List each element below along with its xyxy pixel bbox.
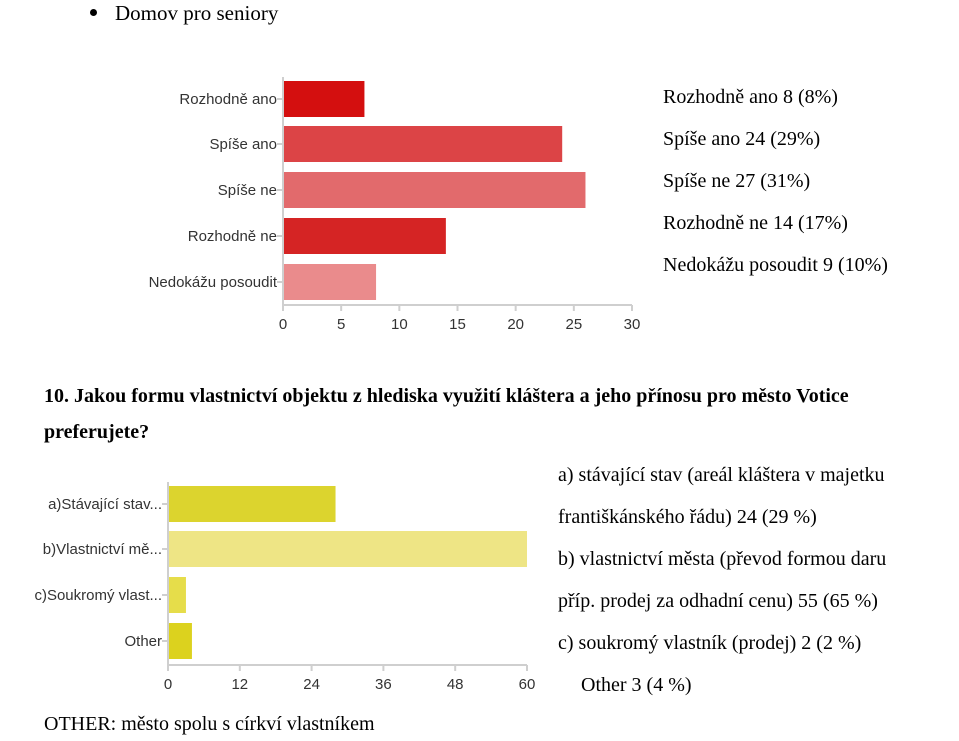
chart2-legend-line: Other 3 (4 %) xyxy=(581,674,692,696)
chart1-category-label: Spíše ano xyxy=(209,136,277,153)
chart1-category-label: Nedokážu posoudit xyxy=(149,274,278,291)
chart1-tick-label: 20 xyxy=(507,316,524,333)
bullet-text: Domov pro seniory xyxy=(115,1,279,25)
chart1-bar xyxy=(284,218,446,254)
chart1-legend-item: Nedokážu posoudit 9 (10%) xyxy=(663,254,888,276)
chart1-tick-label: 0 xyxy=(279,316,287,333)
chart2-category-label: Other xyxy=(124,633,162,650)
other-note: OTHER: město spolu s církví vlastníkem xyxy=(44,713,375,735)
chart2-legend-line: b) vlastnictví města (převod formou daru xyxy=(558,548,887,570)
chart1-category-label: Spíše ne xyxy=(218,182,277,199)
chart2-category-label: b)Vlastnictví mě... xyxy=(43,541,162,558)
chart2-legend-line: františkánského řádu) 24 (29 %) xyxy=(558,506,817,528)
chart1-legend-item: Spíše ano 24 (29%) xyxy=(663,128,821,150)
chart2-bar xyxy=(169,623,192,659)
chart1-bar xyxy=(284,264,377,300)
chart2-bar xyxy=(169,531,527,567)
chart2-legend-line: příp. prodej za odhadní cenu) 55 (65 %) xyxy=(558,590,878,612)
chart1-bar xyxy=(284,81,365,117)
chart2-category-label: a)Stávající stav... xyxy=(48,496,162,513)
chart1-legend-item: Rozhodně ne 14 (17%) xyxy=(663,212,848,234)
chart2-tick-label: 0 xyxy=(164,676,172,693)
chart2-tick-label: 60 xyxy=(519,676,536,693)
question-heading: 10. Jakou formu vlastnictví objektu z hl… xyxy=(44,385,849,443)
chart1-tick-label: 5 xyxy=(337,316,345,333)
chart2-legend-line: c) soukromý vlastník (prodej) 2 (2 %) xyxy=(558,632,862,654)
chart2-tick-label: 24 xyxy=(303,676,320,693)
chart1-category-label: Rozhodně ne xyxy=(188,228,277,245)
chart1-legend-item: Spíše ne 27 (31%) xyxy=(663,170,811,192)
chart1-tick-label: 15 xyxy=(449,316,466,333)
bullet-icon xyxy=(90,9,97,16)
chart2-tick-label: 48 xyxy=(447,676,464,693)
chart1-tick-label: 10 xyxy=(391,316,408,333)
chart1-bar xyxy=(284,126,563,162)
chart1-tick-label: 25 xyxy=(565,316,582,333)
chart1-legend-item: Rozhodně ano 8 (8%) xyxy=(663,86,838,108)
chart1-bar xyxy=(284,172,586,208)
chart2-tick-label: 12 xyxy=(231,676,248,693)
chart2-bar xyxy=(169,486,336,522)
chart2-tick-label: 36 xyxy=(375,676,392,693)
chart2-category-label: c)Soukromý vlast... xyxy=(34,587,162,604)
chart1-category-label: Rozhodně ano xyxy=(179,91,277,108)
chart2-legend-line: a) stávající stav (areál kláštera v maje… xyxy=(558,464,885,486)
chart1-tick-label: 30 xyxy=(624,316,641,333)
chart2-bar xyxy=(169,577,186,613)
